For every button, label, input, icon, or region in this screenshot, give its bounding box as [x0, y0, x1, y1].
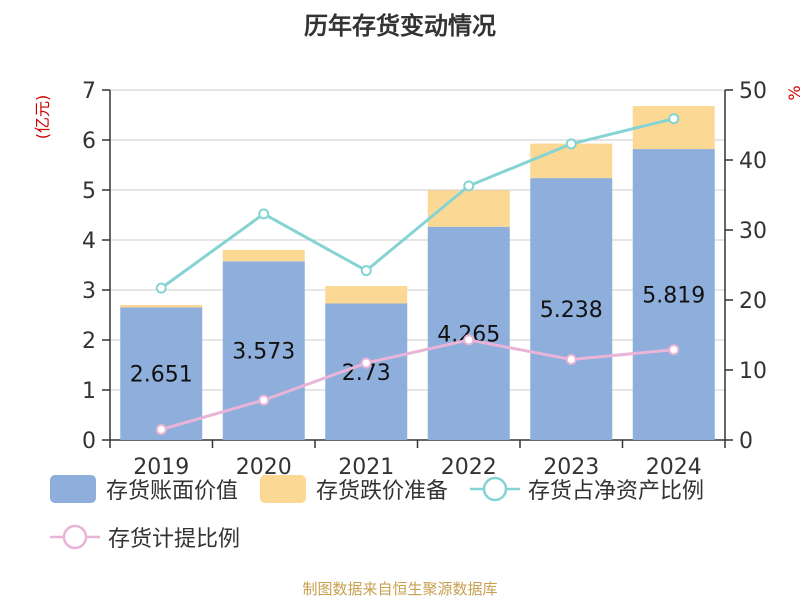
y-right-tick-label: 20 — [739, 289, 767, 314]
y-left-tick-label: 3 — [82, 279, 96, 304]
ratio-net-assets-point — [258, 208, 270, 220]
bar-value-label: 3.573 — [232, 340, 295, 365]
ratio-net-assets-point — [668, 113, 680, 125]
legend-swatch-impairment — [260, 475, 307, 503]
ratio-net-assets-point — [565, 138, 577, 150]
legend-label: 存货账面价值 — [106, 479, 239, 504]
x-tick-label: 2021 — [338, 455, 394, 480]
bar-impairment — [632, 106, 715, 150]
legend-label: 存货跌价准备 — [316, 479, 449, 504]
y-right-tick-label: 0 — [739, 429, 753, 454]
legend: 存货账面价值 存货跌价准备 存货占净资产比例 存货计提比例 — [50, 470, 790, 566]
y-right-tick-label: 50 — [739, 79, 767, 104]
ratio-net-assets-point — [360, 265, 372, 277]
bar-value-label: 2.651 — [130, 363, 193, 388]
y-right-tick-label: 40 — [739, 149, 767, 174]
y-left-tick-label: 6 — [82, 129, 96, 154]
provision-ratio-point — [155, 424, 167, 435]
y-left-tick-label: 4 — [82, 229, 96, 254]
ratio-net-assets-point — [463, 180, 475, 192]
line-marker-icon — [50, 524, 100, 550]
legend-item-ratio-net-assets[interactable]: 存货占净资产比例 — [470, 473, 704, 505]
y-left-tick-label: 5 — [82, 179, 96, 204]
bar-book-value — [222, 261, 305, 440]
bar-book-value — [120, 307, 203, 440]
y-right-tick-label: 10 — [739, 359, 767, 384]
y-left-tick-label: 1 — [82, 379, 96, 404]
chart-title: 历年存货变动情况 — [304, 12, 496, 40]
provision-ratio-point — [463, 334, 475, 346]
provision-ratio-point — [565, 354, 577, 365]
x-tick-label: 2024 — [646, 455, 702, 480]
y-right-tick-label: 30 — [739, 219, 767, 244]
legend-swatch-book-value — [50, 475, 96, 503]
y-left-tick-label: 2 — [82, 329, 96, 354]
x-tick-label: 2022 — [441, 455, 497, 480]
provision-ratio-point — [668, 344, 680, 356]
bar-book-value — [632, 149, 715, 441]
bar-impairment — [120, 304, 203, 308]
ratio-net-assets-line — [160, 117, 675, 290]
line-marker-icon — [470, 476, 521, 502]
legend-item-book-value[interactable]: 存货账面价值 — [50, 473, 238, 505]
bar-book-value — [427, 226, 510, 440]
ratio-net-assets-point — [155, 282, 167, 294]
x-tick-label: 2019 — [133, 455, 189, 480]
y-right-axis-label: % — [785, 85, 800, 100]
data-source-note: 制图数据来自恒生聚源数据库 — [302, 580, 498, 598]
legend-label: 存货占净资产比例 — [528, 479, 705, 504]
provision-ratio-line — [160, 338, 674, 431]
y-left-axis-label: (亿元) — [33, 95, 52, 140]
provision-ratio-point — [258, 394, 270, 406]
x-tick-label: 2023 — [543, 455, 599, 480]
y-left-tick-label: 0 — [82, 429, 96, 454]
bar-impairment — [222, 249, 305, 262]
provision-ratio-point — [360, 357, 372, 369]
bar-book-value — [530, 178, 613, 440]
bar-value-label: 5.819 — [642, 284, 705, 309]
bar-impairment — [325, 286, 408, 304]
y-left-tick-label: 7 — [82, 79, 96, 104]
bar-value-label: 5.238 — [540, 298, 603, 323]
legend-item-impairment[interactable]: 存货跌价准备 — [260, 473, 448, 505]
legend-item-provision-ratio[interactable]: 存货计提比例 — [50, 521, 240, 553]
legend-label: 存货计提比例 — [108, 527, 241, 552]
